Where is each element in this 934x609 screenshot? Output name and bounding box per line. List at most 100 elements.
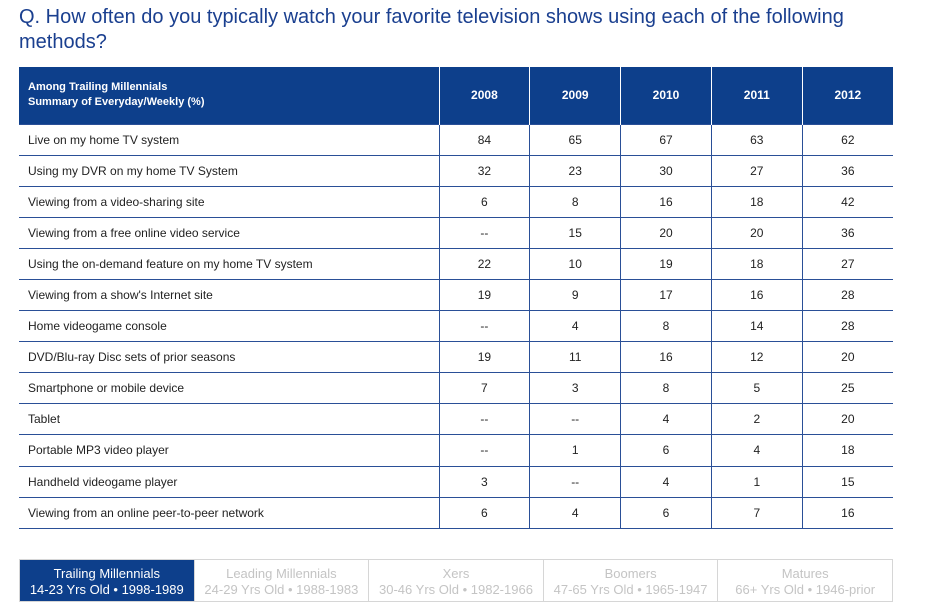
- generation-tab-name: Boomers: [604, 566, 657, 581]
- value-cell: 42: [802, 186, 893, 218]
- value-cell: 18: [711, 186, 803, 218]
- table-header-label: Among Trailing Millennials Summary of Ev…: [19, 67, 440, 124]
- value-cell: 27: [711, 155, 803, 187]
- value-cell: --: [439, 217, 531, 249]
- header-line-2: Summary of Everyday/Weekly (%): [28, 96, 205, 109]
- year-header: 2011: [711, 67, 803, 124]
- value-cell: 8: [620, 372, 712, 405]
- value-cell: 7: [711, 497, 803, 529]
- value-cell: 36: [802, 155, 893, 187]
- year-header: 2010: [620, 67, 712, 124]
- generation-tab[interactable]: Trailing Millennials 14-23 Yrs Old • 1998…: [20, 560, 195, 601]
- generation-tab[interactable]: Boomers 47-65 Yrs Old • 1965-1947: [544, 560, 719, 601]
- value-cell: 23: [529, 155, 622, 187]
- value-cell: 16: [802, 497, 893, 529]
- value-cell: 6: [620, 497, 712, 529]
- value-cell: 67: [620, 123, 712, 156]
- row-label: Viewing from an online peer-to-peer netw…: [19, 497, 440, 529]
- value-cell: 9: [529, 279, 622, 312]
- year-header: 2009: [529, 67, 622, 124]
- value-cell: 4: [529, 497, 622, 529]
- value-cell: --: [439, 434, 531, 467]
- value-cell: --: [529, 403, 622, 436]
- value-cell: 17: [620, 279, 712, 312]
- table-row: Smartphone or mobile device 7 3 8 5 25: [19, 372, 893, 405]
- value-cell: 28: [802, 279, 893, 312]
- value-cell: 11: [529, 341, 622, 374]
- value-cell: 15: [802, 466, 893, 498]
- value-cell: 3: [439, 466, 531, 498]
- value-cell: 19: [620, 248, 712, 280]
- value-cell: 6: [620, 434, 712, 467]
- value-cell: 16: [620, 186, 712, 218]
- row-label: Handheld videogame player: [19, 466, 440, 498]
- value-cell: 19: [439, 341, 531, 374]
- value-cell: 2: [711, 403, 803, 436]
- value-cell: 15: [529, 217, 622, 249]
- value-cell: 8: [529, 186, 622, 218]
- generation-tabs: Trailing Millennials 14-23 Yrs Old • 1998…: [19, 559, 893, 602]
- generation-tab[interactable]: Xers 30-46 Yrs Old • 1982-1966: [369, 560, 544, 601]
- value-cell: 4: [529, 310, 622, 343]
- row-label: Viewing from a show's Internet site: [19, 279, 440, 312]
- generation-tab-name: Leading Millennials: [226, 566, 337, 581]
- year-header: 2012: [802, 67, 893, 124]
- year-header: 2008: [439, 67, 531, 124]
- value-cell: 4: [620, 403, 712, 436]
- row-label: DVD/Blu-ray Disc sets of prior seasons: [19, 341, 440, 374]
- value-cell: 28: [802, 310, 893, 343]
- table-row: Using my DVR on my home TV System 32 23 30 2…: [19, 155, 893, 187]
- value-cell: 5: [711, 372, 803, 405]
- generation-tab-name: Trailing Millennials: [53, 566, 161, 581]
- generation-tab-name: Xers: [442, 566, 470, 581]
- value-cell: 8: [620, 310, 712, 343]
- table-row: DVD/Blu-ray Disc sets of prior seasons 19…: [19, 341, 893, 374]
- value-cell: 19: [439, 279, 531, 312]
- row-label: Viewing from a video-sharing site: [19, 186, 440, 218]
- table-row: Tablet -- -- 4 2 20: [19, 403, 893, 436]
- value-cell: 1: [529, 434, 622, 467]
- table-row: Portable MP3 video player -- 1 6 4 18: [19, 434, 893, 467]
- generation-tab-detail: 66+ Yrs Old • 1946-prior: [735, 582, 876, 597]
- value-cell: 20: [620, 217, 712, 249]
- row-label: Home videogame console: [19, 310, 440, 343]
- row-label: Viewing from a free online video service: [19, 217, 440, 249]
- row-label: Using the on-demand feature on my home T…: [19, 248, 440, 280]
- generation-tab-name: Matures: [781, 566, 829, 581]
- value-cell: 62: [802, 123, 893, 156]
- value-cell: 16: [711, 279, 803, 312]
- value-cell: 65: [529, 123, 622, 156]
- value-cell: 7: [439, 372, 531, 405]
- value-cell: 36: [802, 217, 893, 249]
- table-row: Viewing from a show's Internet site 19 9 17…: [19, 279, 893, 312]
- value-cell: 20: [802, 403, 893, 436]
- value-cell: 6: [439, 497, 531, 529]
- value-cell: 18: [802, 434, 893, 467]
- generation-tab-detail: 30-46 Yrs Old • 1982-1966: [379, 582, 533, 597]
- value-cell: 32: [439, 155, 531, 187]
- value-cell: 16: [620, 341, 712, 374]
- value-cell: 10: [529, 248, 622, 280]
- value-cell: 84: [439, 123, 531, 156]
- value-cell: --: [439, 403, 531, 436]
- value-cell: --: [529, 466, 622, 498]
- table-row: Viewing from a video-sharing site 6 8 16 18 4…: [19, 186, 893, 218]
- value-cell: 4: [711, 434, 803, 467]
- table-body: Live on my home TV system 84 65 67 63 62 Using…: [19, 123, 893, 529]
- generation-tab[interactable]: Leading Millennials 24-29 Yrs Old • 1988-…: [195, 560, 370, 601]
- generation-tab[interactable]: Matures 66+ Yrs Old • 1946-prior: [718, 560, 892, 601]
- value-cell: 20: [802, 341, 893, 374]
- value-cell: 27: [802, 248, 893, 280]
- value-cell: 63: [711, 123, 803, 156]
- question-title: Q. How often do you typically watch your…: [19, 6, 844, 53]
- table-row: Home videogame console -- 4 8 14 28: [19, 310, 893, 343]
- table-row: Handheld videogame player 3 -- 4 1 15: [19, 466, 893, 498]
- value-cell: 30: [620, 155, 712, 187]
- value-cell: 14: [711, 310, 803, 343]
- generation-tab-detail: 14-23 Yrs Old • 1998-1989: [29, 582, 184, 597]
- value-cell: 3: [529, 372, 622, 405]
- row-label: Live on my home TV system: [19, 123, 440, 156]
- value-cell: 1: [711, 466, 803, 498]
- value-cell: 12: [711, 341, 803, 374]
- value-cell: 18: [711, 248, 803, 280]
